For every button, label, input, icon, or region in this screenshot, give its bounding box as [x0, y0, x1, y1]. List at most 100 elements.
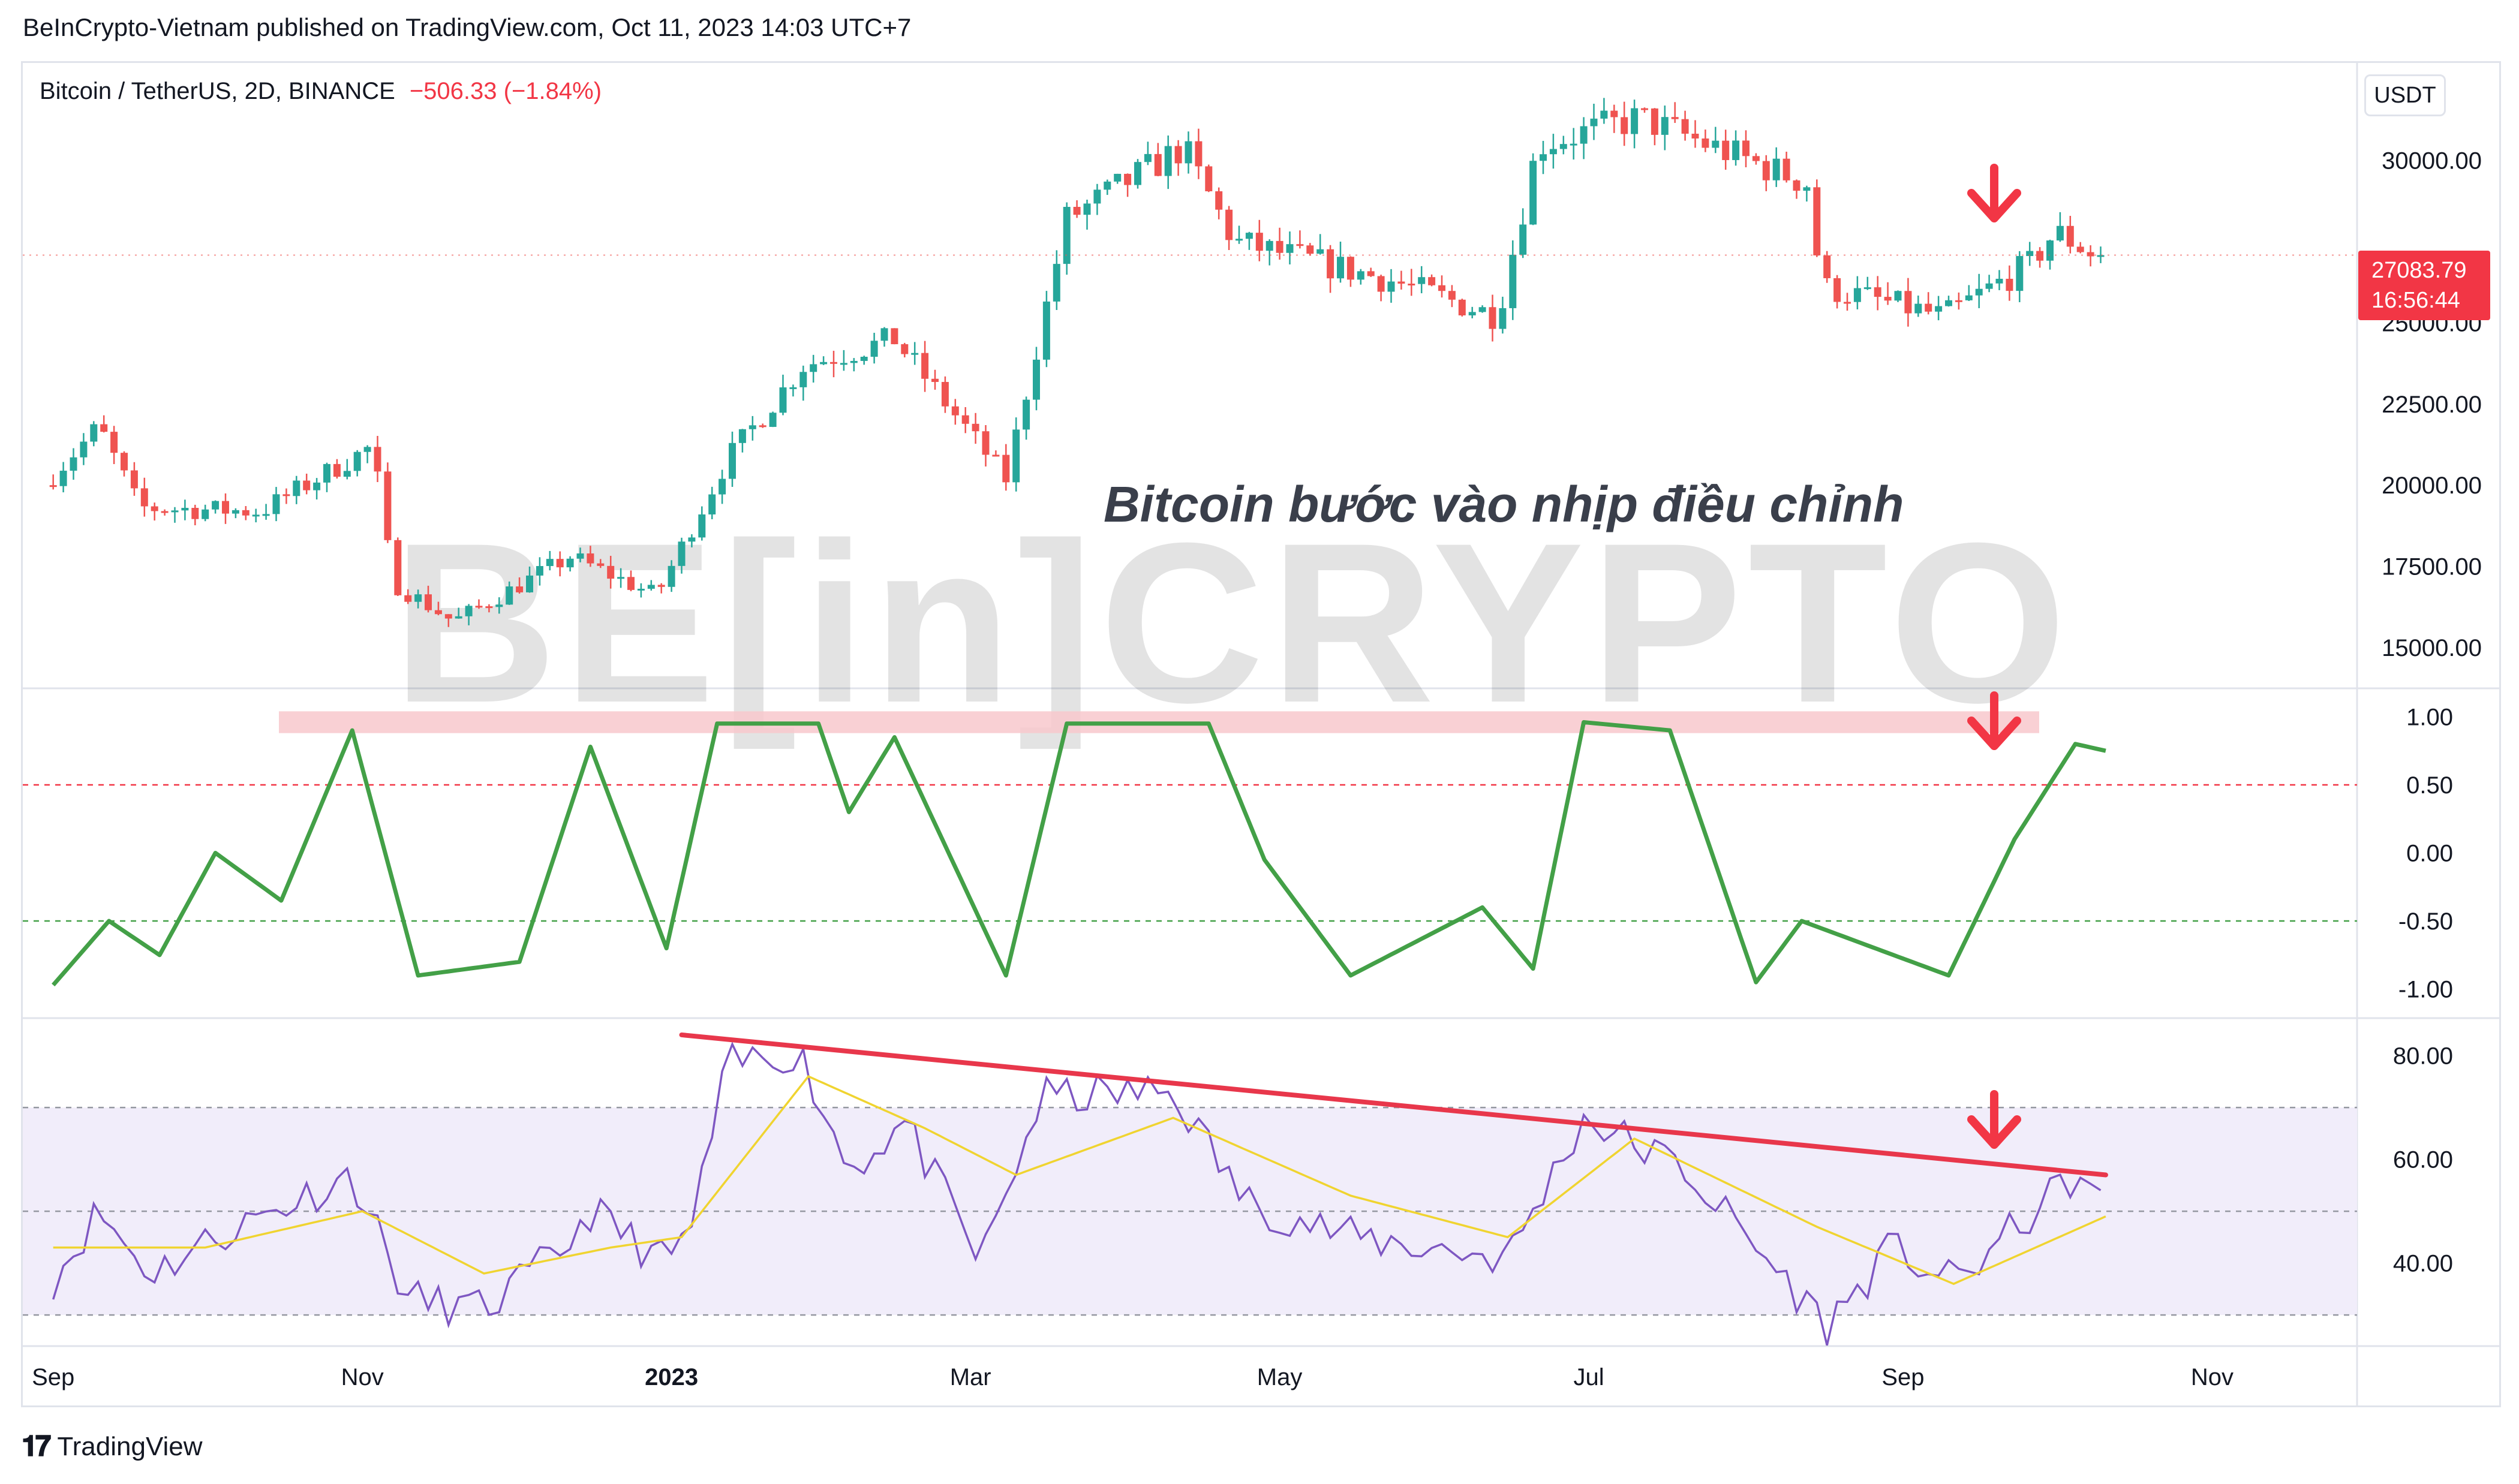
candle-body	[1884, 297, 1892, 301]
candle-body	[1478, 307, 1486, 312]
rsi-tick-label: 80.00	[2393, 1043, 2453, 1070]
candle-body	[992, 454, 1000, 457]
candle-body	[982, 431, 990, 455]
candle-body	[556, 559, 564, 568]
candle-body	[779, 387, 787, 413]
oscillator-tick-label: -0.50	[2398, 908, 2453, 935]
candle-body	[1114, 173, 1122, 182]
candle-body	[1276, 240, 1283, 253]
price-tick-label: 30000.00	[2382, 148, 2482, 174]
last-price-label: 27083.79 16:56:44	[2358, 251, 2490, 320]
candle-body	[1428, 277, 1436, 285]
footer-brand[interactable]: 𝟏𝟕 TradingView	[22, 1430, 203, 1464]
candle-body	[708, 494, 716, 514]
candle-body	[830, 362, 837, 364]
candle-body	[1489, 307, 1496, 329]
candle-body	[1134, 162, 1141, 185]
candle-body	[2056, 225, 2064, 241]
candle-body	[425, 594, 432, 610]
candle-body	[181, 508, 189, 511]
candle-body	[485, 606, 493, 609]
candle-body	[495, 604, 503, 607]
brand-name: TradingView	[57, 1432, 203, 1461]
candle-body	[1053, 264, 1060, 302]
rsi-ma-line	[53, 1075, 2106, 1286]
candle-body	[1397, 281, 1405, 284]
candle-body	[1124, 173, 1132, 185]
arrow-head	[1967, 189, 2021, 222]
candle-body	[1570, 143, 1577, 146]
candle-body	[1945, 300, 1952, 306]
candle-body	[444, 614, 452, 619]
publish-caption: BeInCrypto-Vietnam published on TradingV…	[23, 13, 912, 41]
currency-button[interactable]: USDT	[2364, 74, 2446, 116]
candle-body	[627, 577, 635, 590]
candle-body	[961, 415, 969, 424]
last-price-value: 27083.79	[2371, 258, 2467, 283]
candle-body	[597, 563, 605, 566]
candle-body	[70, 457, 77, 471]
candle-body	[941, 382, 949, 407]
candle-body	[374, 447, 381, 472]
candle-body	[546, 559, 554, 567]
candle-body	[921, 353, 929, 379]
candle-body	[1833, 278, 1841, 302]
candle-body	[1093, 189, 1101, 204]
time-tick-label: 2023	[645, 1364, 698, 1390]
candle-body	[657, 585, 665, 587]
candle-body	[151, 506, 158, 511]
candle-body	[1904, 291, 1912, 314]
candle-body	[1863, 287, 1871, 290]
time-tick-label: Nov	[2191, 1364, 2234, 1390]
candle-body	[1357, 271, 1364, 280]
price-tick-label: 15000.00	[2382, 635, 2482, 661]
candle-body	[1691, 133, 1699, 139]
candle-body	[850, 360, 858, 363]
candle-body	[121, 453, 128, 471]
candle-body	[1286, 244, 1294, 253]
candle-body	[1083, 203, 1091, 215]
candle-body	[729, 443, 736, 479]
candle-body	[769, 413, 777, 427]
oscillator-tick-label: 1.00	[2406, 704, 2453, 730]
candle-body	[171, 510, 179, 513]
candle-body	[1772, 158, 1780, 180]
candle-body	[576, 553, 584, 559]
candle-body	[1063, 207, 1071, 264]
candle-body	[49, 485, 57, 487]
candle-body	[789, 387, 797, 389]
candle-body	[1023, 399, 1030, 430]
price-tick-label: 17500.00	[2382, 554, 2482, 580]
candle-body	[719, 478, 726, 495]
candle-body	[1590, 118, 1598, 127]
candle-body	[1185, 141, 1192, 164]
candle-body	[2046, 240, 2054, 261]
candle-body	[1661, 117, 1669, 135]
candle-body	[1559, 144, 1567, 149]
watermark-text: BE[in]CRYPTO	[392, 495, 2072, 751]
candle-body	[1144, 153, 1152, 162]
symbol-legend[interactable]: Bitcoin / TetherUS, 2D, BINANCE −506.33 (…	[40, 78, 602, 105]
candle-body	[222, 501, 229, 514]
candle-body	[1722, 140, 1730, 160]
candle-body	[810, 364, 817, 372]
candle-body	[1236, 239, 1243, 241]
candle-body	[688, 537, 696, 542]
candle-body	[2026, 251, 2034, 256]
tradingview-logo-icon: 𝟏𝟕	[22, 1431, 51, 1462]
candle-body	[252, 514, 260, 517]
time-tick-label: Sep	[1881, 1364, 1924, 1390]
candle-body	[880, 328, 888, 341]
candle-body	[1002, 454, 1010, 483]
symbol-name: Bitcoin / TetherUS, 2D, BINANCE	[40, 78, 395, 104]
candle-body	[1925, 303, 1932, 312]
candle-body	[1033, 359, 1040, 400]
candle-body	[1073, 207, 1081, 215]
candle-body	[1519, 224, 1527, 255]
candle-body	[1529, 161, 1537, 225]
candle-body	[1327, 249, 1334, 279]
time-tick-label: Mar	[950, 1364, 991, 1390]
candle-body	[313, 482, 321, 490]
candle-body	[799, 372, 807, 387]
